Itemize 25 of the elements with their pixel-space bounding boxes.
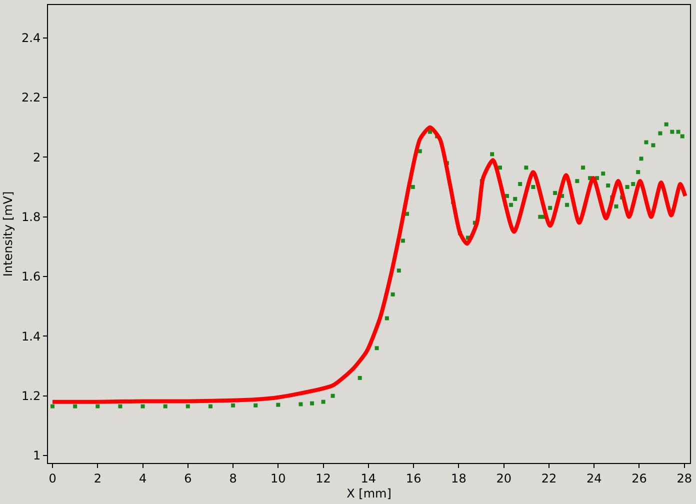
x-tick-label: 0	[48, 471, 56, 486]
x-tick-label: 6	[184, 471, 192, 486]
x-tick-label: 10	[270, 471, 286, 486]
x-tick-label: 14	[360, 471, 376, 486]
x-tick-label: 4	[138, 471, 147, 486]
y-tick-label: 2	[32, 150, 41, 164]
x-tick-label: 20	[496, 471, 512, 486]
y-tick-label: 1.4	[22, 329, 41, 344]
x-tick-label: 8	[229, 471, 237, 486]
y-tick-label: 1.2	[22, 389, 41, 404]
y-tick-label: 1.6	[22, 270, 41, 284]
x-axis-title: X [mm]	[346, 486, 392, 500]
x-tick-label: 26	[632, 471, 647, 486]
y-tick-label: 1.8	[22, 210, 41, 224]
x-tick-label: 24	[586, 471, 602, 486]
x-tick-label: 18	[451, 471, 466, 486]
x-tick-label: 16	[406, 471, 422, 486]
x-tick-label: 12	[316, 471, 331, 486]
x-tick-label: 2	[94, 471, 102, 486]
y-axis-title: Intensity [mV]	[0, 191, 15, 277]
x-tick-label: 22	[541, 471, 557, 486]
y-tick-label: 2.2	[22, 90, 41, 105]
y-tick-label: 1	[32, 448, 41, 463]
x-tick-label: 28	[676, 471, 692, 486]
y-tick-label: 2.4	[22, 31, 41, 46]
